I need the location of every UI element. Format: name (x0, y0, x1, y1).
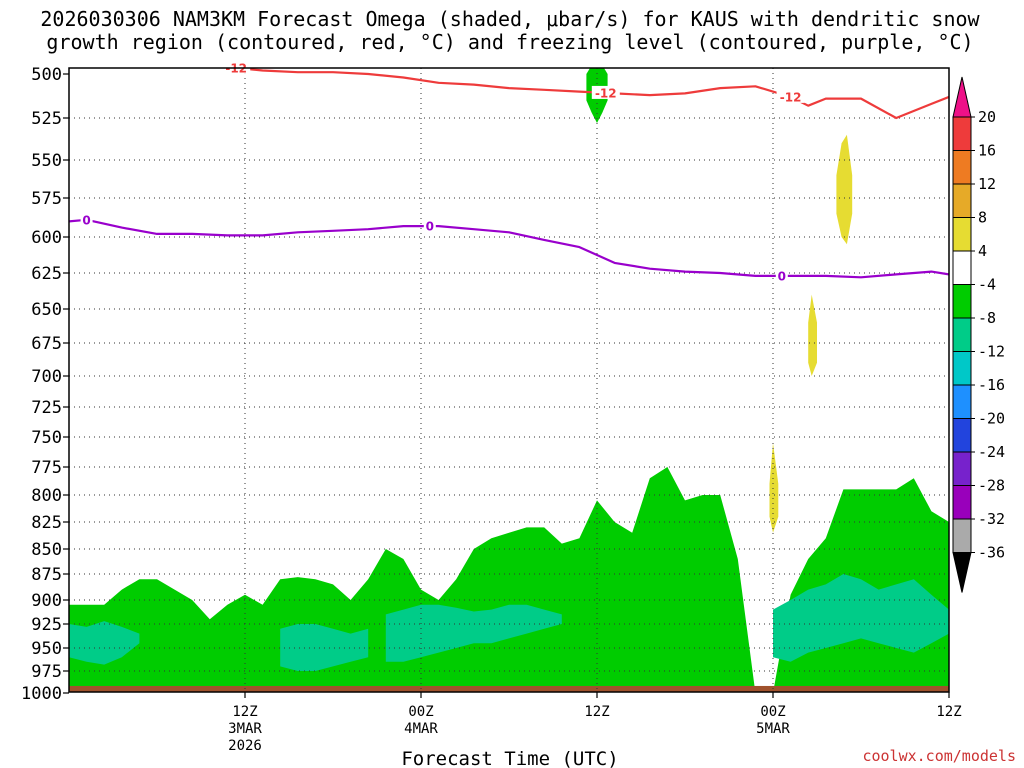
contour-label: -12 (780, 90, 802, 104)
x-tick-label: 12Z (584, 704, 609, 720)
x-tick-label: 3MAR (228, 721, 262, 737)
y-tick-label: 725 (31, 398, 62, 418)
y-tick-label: 750 (31, 428, 62, 448)
y-tick-label: 525 (31, 109, 62, 129)
colorbar-bin (952, 183, 972, 218)
y-tick-label: 1000 (21, 684, 62, 704)
colorbar-label: -32 (978, 510, 1005, 528)
y-tick-label: 800 (31, 486, 62, 506)
dendritic-snow-growth-minus12-line (226, 68, 949, 120)
y-tick-label: 925 (31, 615, 62, 635)
y-tick-label: 900 (31, 591, 62, 611)
x-tick-label: 00Z (760, 704, 785, 720)
colorbar-bin (952, 451, 972, 486)
omega-shading (69, 68, 949, 692)
colorbar-bin (952, 150, 972, 185)
colorbar-label: -20 (978, 410, 1005, 428)
y-tick-label: 875 (31, 565, 62, 585)
contour-label: 0 (426, 220, 434, 234)
colorbar-label: -4 (978, 276, 996, 294)
contour-label: 0 (778, 269, 786, 283)
colorbar-label: -28 (978, 477, 1005, 495)
contour-label: 0 (82, 213, 90, 227)
y-tick-label: 675 (31, 334, 62, 354)
x-tick-label: 12Z (232, 704, 257, 720)
colorbar-bin (952, 116, 972, 151)
x-tick-label: 12Z (936, 704, 961, 720)
contour-label-bg (423, 219, 436, 233)
y-tick-label: 500 (31, 65, 62, 85)
y-tick-label: 625 (31, 264, 62, 284)
y-tick-label: 650 (31, 300, 62, 320)
colorbar-bin (952, 317, 972, 352)
omega-downward-yellow-2 (808, 294, 817, 376)
colorbar-bin (952, 351, 972, 386)
contour-label-bg (775, 268, 788, 282)
plot-frame (68, 67, 950, 693)
colorbar-label: 8 (978, 209, 987, 227)
omega-teal-right (773, 574, 949, 662)
omega-teal-left (69, 621, 140, 665)
colorbar-bin (952, 485, 972, 520)
chart-title-line2: growth region (contoured, red, °C) and f… (46, 30, 973, 54)
colorbar-label: 4 (978, 242, 987, 260)
y-tick-label: 600 (31, 228, 62, 248)
ground-layer (69, 685, 949, 692)
y-tick-label: 575 (31, 189, 62, 209)
y-tick-label: 550 (31, 151, 62, 171)
contour-labels: -12-12 -120 00 (80, 60, 805, 283)
colorbar-bin (952, 418, 972, 453)
x-tick-label: 00Z (408, 704, 433, 720)
colorbar-label: 12 (978, 175, 996, 193)
y-axis: 500 525 550 575 600 625 650 675 700 725 750 775 800 8… (21, 65, 69, 704)
omega-downward-yellow-3 (769, 443, 779, 533)
colorbar-top-extend (952, 76, 972, 118)
omega-downward-yellow-1 (836, 134, 853, 245)
colorbar-bin (952, 284, 972, 319)
y-tick-label: 700 (31, 367, 62, 387)
colorbar-label: -36 (978, 544, 1005, 562)
contour-lines (69, 68, 949, 279)
contour-label: -12 (595, 86, 617, 100)
colorbar-legend: 20 16 12 8 4 -4 -8 -12 -16 -20 -24 -28 -32 -36 (952, 76, 1005, 593)
y-tick-label: 850 (31, 540, 62, 560)
colorbar-bin (952, 250, 972, 285)
colorbar-label: -12 (978, 343, 1005, 361)
y-tick-label: 950 (31, 639, 62, 659)
chart-title-line1: 2026030306 NAM3KM Forecast Omega (shaded… (40, 7, 980, 31)
colorbar-label: -16 (978, 376, 1005, 394)
colorbar-bin (952, 518, 972, 553)
contour-label-bg (591, 85, 620, 99)
below-ground (69, 685, 949, 692)
y-tick-label: 775 (31, 458, 62, 478)
contour-label-bg (776, 89, 805, 103)
freezing-level-zero-line (69, 218, 949, 279)
colorbar-bin (952, 217, 972, 252)
grid (69, 68, 949, 692)
contour-label-bg (80, 212, 93, 226)
colorbar-label: 16 (978, 142, 996, 160)
y-tick-label: 975 (31, 662, 62, 682)
x-tick-label: 2026 (228, 738, 262, 754)
plot-area (69, 68, 949, 692)
x-tick-label: 4MAR (404, 721, 438, 737)
omega-upward-green (69, 467, 949, 692)
colorbar-label: -24 (978, 443, 1005, 461)
y-tick-label: 825 (31, 513, 62, 533)
colorbar-bottom-extend (952, 552, 972, 593)
x-tick-label: 5MAR (756, 721, 790, 737)
credit-text: coolwx.com/models (862, 747, 1016, 765)
colorbar-label: 20 (978, 108, 996, 126)
colorbar-label: -8 (978, 309, 996, 327)
colorbar-bin (952, 384, 972, 419)
x-axis-label: Forecast Time (UTC) (401, 748, 618, 768)
